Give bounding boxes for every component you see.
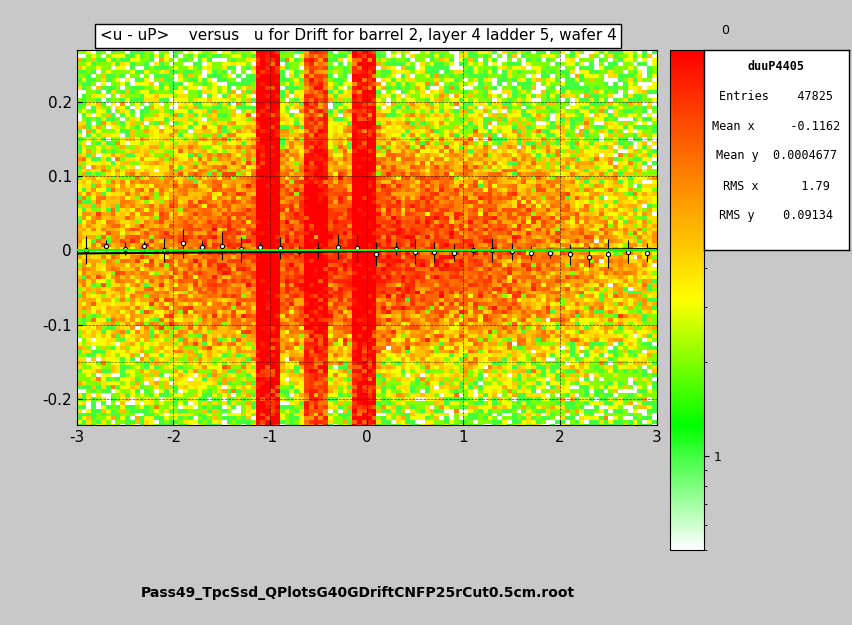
Text: Entries    47825: Entries 47825 (718, 89, 832, 102)
Text: RMS y    0.09134: RMS y 0.09134 (718, 209, 832, 222)
Text: duuP4405: duuP4405 (747, 59, 803, 72)
Text: Shift =  22.88 +- 10.75 (mkm) Slope =   -2.46 +- 1.77 (mrad)  N = 7 prob = 0.025: Shift = 22.88 +- 10.75 (mkm) Slope = -2.… (158, 455, 657, 465)
Text: Mean y  0.0004677: Mean y 0.0004677 (715, 149, 836, 162)
Text: <u - uP>    versus   u for Drift for barrel 2, layer 4 ladder 5, wafer 4: <u - uP> versus u for Drift for barrel 2… (100, 28, 616, 43)
Text: 0: 0 (720, 24, 728, 37)
Text: Pass49_TpcSsd_QPlotsG40GDriftCNFP25rCut0.5cm.root: Pass49_TpcSsd_QPlotsG40GDriftCNFP25rCut0… (141, 586, 574, 600)
Text: Mean x     -0.1162: Mean x -0.1162 (711, 119, 839, 132)
Text: RMS x      1.79: RMS x 1.79 (722, 179, 829, 192)
Text: Shift =   2.38 +- 3.98 (mkm) Slope =    0.00 +- 0.00 (mrad)  N = 0 prob = 0.016: Shift = 2.38 +- 3.98 (mkm) Slope = 0.00 … (158, 510, 651, 520)
